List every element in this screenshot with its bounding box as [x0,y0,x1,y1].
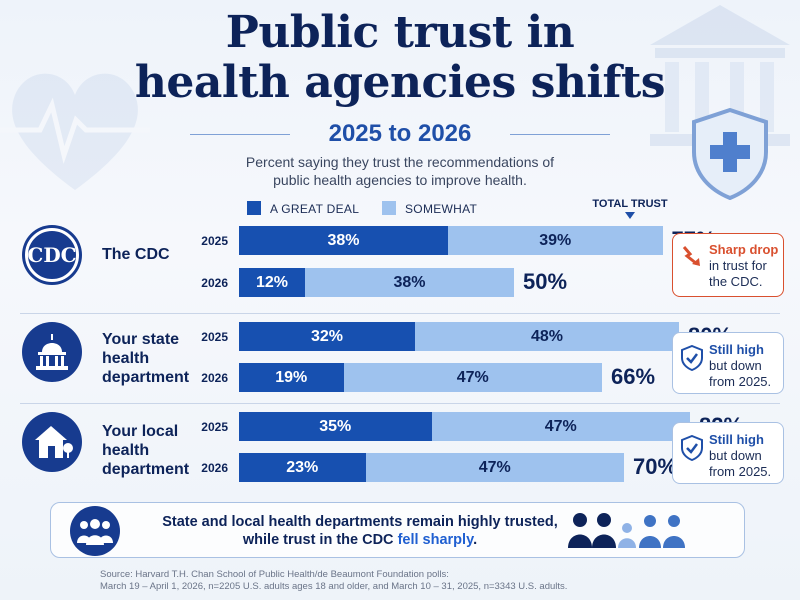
total-trust-value: 70% [633,454,678,479]
legend-swatch-great-deal [247,201,261,215]
bar-great-deal: 32% [239,322,415,351]
down-trend-arrow-icon [682,246,700,266]
summary-line-2: while trust in the CDC fell sharply. [155,531,565,549]
subtitle: 2025 to 2026 [328,120,472,147]
subtitle-rule-left [190,134,290,135]
legend-label-somewhat: SOMEWHAT [405,202,478,216]
government-building-icon [650,5,790,146]
year-label: 2026 [201,371,228,385]
shield-check-icon [681,435,703,461]
bar-great-deal: 35% [239,412,432,441]
source-line-2: March 19 – April 1, 2026, n=2205 U.S. ad… [100,581,568,592]
subtitle-container: 2025 to 2026 [190,120,610,148]
source-line-1: Source: Harvard T.H. Chan School of Publ… [100,569,449,580]
bar-somewhat: 47% [343,363,602,392]
chart-description: Percent saying they trust the recommenda… [200,153,600,189]
agency-name: The CDC [102,245,197,264]
bar-great-deal: 12% [239,268,305,297]
subtitle-rule-right [510,134,610,135]
callout-headline: Still high [709,342,764,357]
bar-somewhat: 47% [365,453,624,482]
callout-headline: Still high [709,432,764,447]
year-label: 2026 [201,276,228,290]
bar-great-deal: 19% [239,363,344,392]
callout-box: Still high but down from 2025. [672,422,784,484]
agency-name-line: department [102,369,190,386]
capitol-icon [22,322,82,382]
people-trend-icon [568,513,685,548]
callout-text: Still high but down from 2025. [709,342,785,390]
shield-check-icon [681,345,703,371]
heart-pulse-icon [0,73,150,190]
row-divider-2 [20,403,780,404]
agency-name-line: Your state [102,331,180,348]
agency-name-line: department [102,461,190,478]
year-label: 2025 [201,420,228,434]
callout-text: Sharp drop in trust for the CDC. [709,242,785,290]
summary-highlight: fell sharply [397,532,474,548]
summary-text: State and local health departments remai… [155,513,565,549]
agency-name: Your state health department [102,330,197,387]
year-label: 2025 [201,330,228,344]
callout-line: but down [709,358,762,373]
total-trust-arrow-icon [625,212,635,219]
agency-name: Your local health department [102,422,197,479]
row-divider-1 [20,313,780,314]
year-label: 2026 [201,461,228,475]
bar-great-deal: 23% [239,453,366,482]
legend-swatch-somewhat [382,201,396,215]
agency-name-line: health [102,350,150,367]
house-icon [22,412,82,472]
total-trust-label: TOTAL TRUST [592,198,668,210]
callout-headline: Sharp drop [709,242,779,257]
agency-name-line: health [102,442,150,459]
description-line-2: public health agencies to improve health… [273,172,527,188]
agency-name-line: Your local [102,423,179,440]
cdc-logo-icon: CDC [22,225,82,285]
legend-label-great-deal: A GREAT DEAL [270,202,360,216]
summary-line-1: State and local health departments remai… [162,514,558,530]
total-trust-value: 66% [611,364,656,389]
callout-box: Still high but down from 2025. [672,332,784,394]
bar-somewhat: 47% [431,412,690,441]
bar-somewhat: 39% [448,226,663,255]
people-group-icon [70,506,120,556]
agency-name-line: The CDC [102,246,170,263]
callout-box: Sharp drop in trust for the CDC. [672,233,784,297]
summary-line-2-text: while trust in the CDC [242,532,394,548]
year-label: 2025 [201,234,228,248]
summary-end: . [473,532,478,548]
bar-great-deal: 38% [239,226,448,255]
total-trust-value: 50% [523,269,568,294]
bar-somewhat: 48% [415,322,679,351]
callout-line: from 2025. [709,374,772,389]
medical-shield-icon [692,108,768,200]
callout-line: in trust for [709,258,767,273]
callout-text: Still high but down from 2025. [709,432,785,480]
bar-somewhat: 38% [305,268,514,297]
callout-line: the CDC. [709,274,763,289]
callout-line: from 2025. [709,464,772,479]
title-line-1: Public trust in [225,7,575,58]
source-note: Source: Harvard T.H. Chan School of Publ… [100,569,700,593]
page-title: Public trust in health agencies shifts [60,8,740,108]
description-line-1: Percent saying they trust the recommenda… [245,154,555,170]
callout-line: but down [709,448,762,463]
title-line-2: health agencies shifts [134,57,666,108]
